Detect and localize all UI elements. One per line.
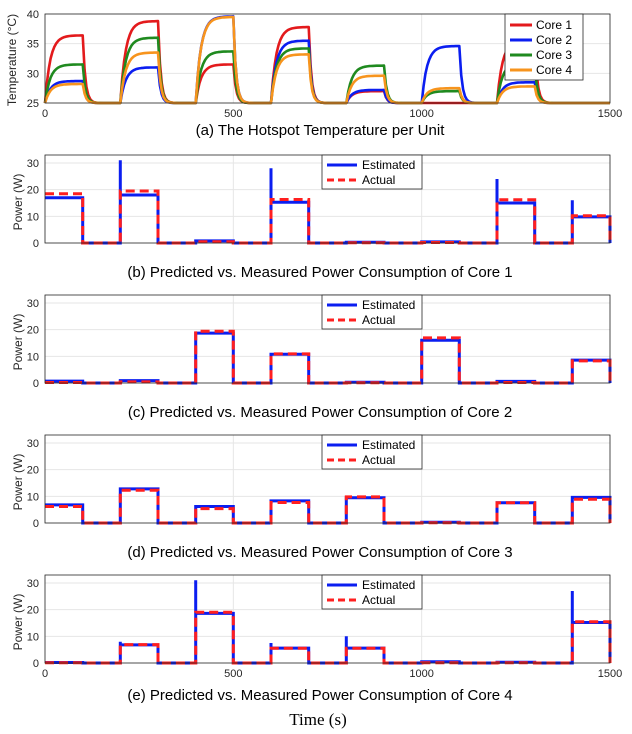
y-tick-label: 30	[27, 158, 39, 170]
y-axis-label: Power (W)	[11, 594, 25, 651]
y-tick-label: 0	[33, 238, 39, 250]
y-tick-label: 10	[27, 211, 39, 223]
chart-title: (e) Predicted vs. Measured Power Consump…	[127, 687, 512, 704]
y-tick-label: 0	[33, 378, 39, 390]
legend-label: Actual	[362, 593, 395, 607]
chart-panel-temperature: 25 30 35 40 0 500 1000 1500 Temperature (°C) (a…	[5, 9, 622, 139]
chart-panel-core1-power: 0 10 20 30 Power (W) (b) Predicted vs. Meas…	[11, 154, 612, 281]
legend-box	[321, 154, 423, 190]
x-tick-label: 1000	[409, 668, 433, 680]
x-tick-label: 1500	[598, 668, 622, 680]
x-tick-label: 1000	[409, 108, 433, 120]
legend-label: Estimated	[362, 438, 415, 452]
x-tick-label: 0	[42, 108, 48, 120]
legend-label: Core 2	[536, 33, 572, 47]
chart-panel-core4-power: 0 10 20 30 0 500 1000 1500 Power (W) (e) Predic…	[11, 574, 622, 704]
y-axis-label: Power (W)	[11, 314, 25, 371]
legend-label: Core 1	[536, 18, 572, 32]
legend-label: Actual	[362, 173, 395, 187]
legend-label: Actual	[362, 453, 395, 467]
x-tick-label: 0	[42, 668, 48, 680]
x-tick-label: 500	[224, 668, 242, 680]
y-tick-label: 30	[27, 438, 39, 450]
chart-panel-core3-power: 0 10 20 30 Power (W) (d) Predicted vs. Meas…	[11, 434, 612, 561]
y-axis-label: Temperature (°C)	[5, 14, 19, 106]
y-tick-label: 25	[27, 98, 39, 110]
legend-box	[321, 434, 423, 470]
y-tick-label: 0	[33, 518, 39, 530]
legend-label: Core 4	[536, 63, 572, 77]
y-tick-label: 20	[27, 325, 39, 337]
y-tick-label: 10	[27, 631, 39, 643]
chart-panel-core2-power: 0 10 20 30 Power (W) (c) Predicted vs. Meas…	[11, 294, 612, 421]
y-tick-label: 35	[27, 39, 39, 51]
y-tick-label: 0	[33, 658, 39, 670]
axes-frame	[44, 13, 611, 104]
y-tick-label: 20	[27, 465, 39, 477]
y-tick-label: 10	[27, 351, 39, 363]
y-tick-label: 40	[27, 9, 39, 21]
legend-box	[321, 574, 423, 610]
y-axis-label: Power (W)	[11, 454, 25, 511]
y-tick-label: 30	[27, 298, 39, 310]
y-tick-label: 30	[27, 578, 39, 590]
y-tick-label: 30	[27, 68, 39, 80]
legend-label: Estimated	[362, 578, 415, 592]
legend-box	[321, 294, 423, 330]
chart-title: (d) Predicted vs. Measured Power Consump…	[127, 544, 512, 561]
chart-title: (b) Predicted vs. Measured Power Consump…	[127, 264, 512, 281]
series-line-actual	[45, 189, 612, 245]
chart-title: (a) The Hotspot Temperature per Unit	[196, 122, 446, 139]
y-tick-label: 20	[27, 605, 39, 617]
x-tick-label: 500	[224, 108, 242, 120]
y-tick-label: 20	[27, 185, 39, 197]
legend-label: Estimated	[362, 298, 415, 312]
chart-title: (c) Predicted vs. Measured Power Consump…	[128, 404, 512, 421]
x-tick-label: 1500	[598, 108, 622, 120]
legend-label: Actual	[362, 313, 395, 327]
legend-label: Estimated	[362, 158, 415, 172]
y-tick-label: 10	[27, 491, 39, 503]
legend-label: Core 3	[536, 48, 572, 62]
figure-x-axis-label: Time (s)	[289, 710, 346, 729]
y-axis-label: Power (W)	[11, 174, 25, 231]
